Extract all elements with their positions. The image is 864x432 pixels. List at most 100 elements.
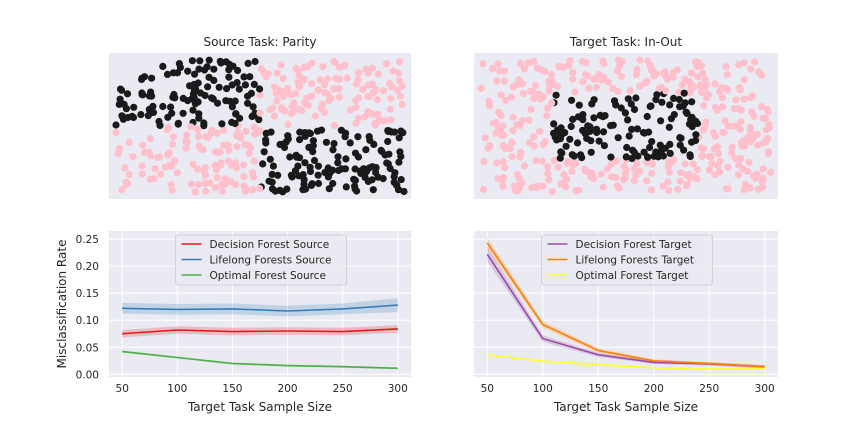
parity-scatter-point [352,80,360,88]
inout-scatter-point [493,77,501,85]
inout-scatter-point [539,93,547,101]
parity-scatter-point [221,175,229,183]
parity-scatter-point [241,141,249,149]
parity-scatter-point [119,113,127,121]
parity-scatter-point [279,74,287,82]
inout-scatter-point [553,136,561,144]
inout-scatter-point [530,94,538,102]
parity-scatter-point [286,153,294,161]
target-series-line [486,242,765,368]
source-series-line [122,328,398,335]
inout-scatter-point [617,73,626,81]
inout-scatter-point [506,145,514,153]
parity-scatter-point [364,177,372,185]
inout-scatter-point [722,63,730,71]
source-legend-box [175,234,347,286]
parity-scatter-point [395,69,403,77]
inout-scatter-point [552,91,560,99]
inout-scatter-point [657,147,665,155]
inout-scatter-point [600,59,608,68]
parity-scatter-point [346,106,354,114]
parity-scatter-point [123,90,132,98]
inout-scatter-point [696,81,704,89]
parity-scatter-point [187,180,196,188]
inout-scatter-point [689,160,697,168]
parity-scatter-point [296,128,304,136]
inout-scatter-point [687,81,695,89]
parity-scatter-point [387,94,395,102]
parity-scatter-point [272,89,280,98]
parity-scatter-point [341,129,350,137]
parity-scatter-point [268,170,276,178]
inout-scatter-point [741,180,749,188]
inout-scatter-point [624,95,632,103]
inout-scatter-point [648,160,657,168]
parity-scatter-point [173,169,181,177]
source-y-tick-label: 0.00 [76,369,99,381]
inout-scatter-point [520,65,529,73]
inout-scatter-point [595,137,603,145]
inout-scatter-point [575,101,583,109]
inout-scatter-panel: Target Task: In-Out [474,35,778,199]
inout-scatter-point [705,152,713,161]
inout-scatter-point [532,82,540,90]
inout-scatter-point [609,84,617,92]
inout-scatter-point [579,111,587,119]
parity-scatter-point [213,99,222,107]
inout-scatter-point [499,122,507,130]
inout-scatter-point [527,105,535,113]
parity-scatter-point [325,96,333,105]
parity-scatter-point [168,186,176,194]
inout-scatter-point [758,103,766,111]
parity-scatter-point [311,112,320,120]
inout-scatter-point [585,84,593,92]
inout-scatter-point [644,153,652,161]
inout-scatter-point [724,163,732,171]
inout-scatter-point [492,129,500,138]
parity-scatter-point [342,183,350,191]
inout-scatter-point [554,163,562,171]
source-error-legend: Decision Forest Source Lifelong Forests S… [175,234,347,286]
inout-scatter-point [493,159,501,167]
parity-scatter-point [397,127,405,135]
inout-scatter-point [655,84,664,92]
parity-scatter-point [146,135,154,143]
inout-scatter-point [496,67,504,75]
source-error-x-label: Target Task Sample Size [187,400,332,414]
inout-scatter-point [715,168,724,176]
inout-scatter-point [592,83,601,91]
inout-scatter-point [535,182,543,190]
inout-scatter-point [705,166,714,174]
inout-scatter-point [544,163,552,171]
inout-scatter-point [600,142,609,150]
source-y-tick-label: 0.05 [76,342,99,354]
inout-scatter-point [667,115,676,123]
inout-scatter-point [519,90,528,98]
source-error-y-ticks: 0.00 0.05 0.10 0.15 0.20 0.25 [76,234,99,381]
parity-scatter-point [308,180,316,188]
parity-scatter-point [387,116,395,124]
parity-scatter-point [168,109,176,117]
inout-scatter-point [633,125,642,133]
inout-scatter-point [747,65,755,73]
inout-scatter-point [663,75,671,83]
parity-scatter-point [195,114,203,122]
inout-scatter-point [760,139,768,147]
parity-scatter-point [151,165,159,173]
parity-scatter-point [118,86,126,94]
parity-scatter-point [196,57,204,65]
inout-scatter-point [624,116,632,124]
parity-scatter-point [330,140,338,148]
inout-scatter-point [545,176,553,184]
parity-scatter-point [276,140,284,149]
parity-scatter-point [201,171,210,179]
parity-scatter-point [293,153,301,161]
parity-scatter-point [221,180,229,188]
parity-scatter-point [372,168,380,177]
parity-scatter-point [139,91,147,99]
inout-scatter-point [562,142,570,150]
inout-scatter-point [556,154,564,162]
inout-scatter-point [509,113,517,121]
parity-scatter-point [338,165,346,173]
target-legend-label: Optimal Forest Target [576,270,689,282]
